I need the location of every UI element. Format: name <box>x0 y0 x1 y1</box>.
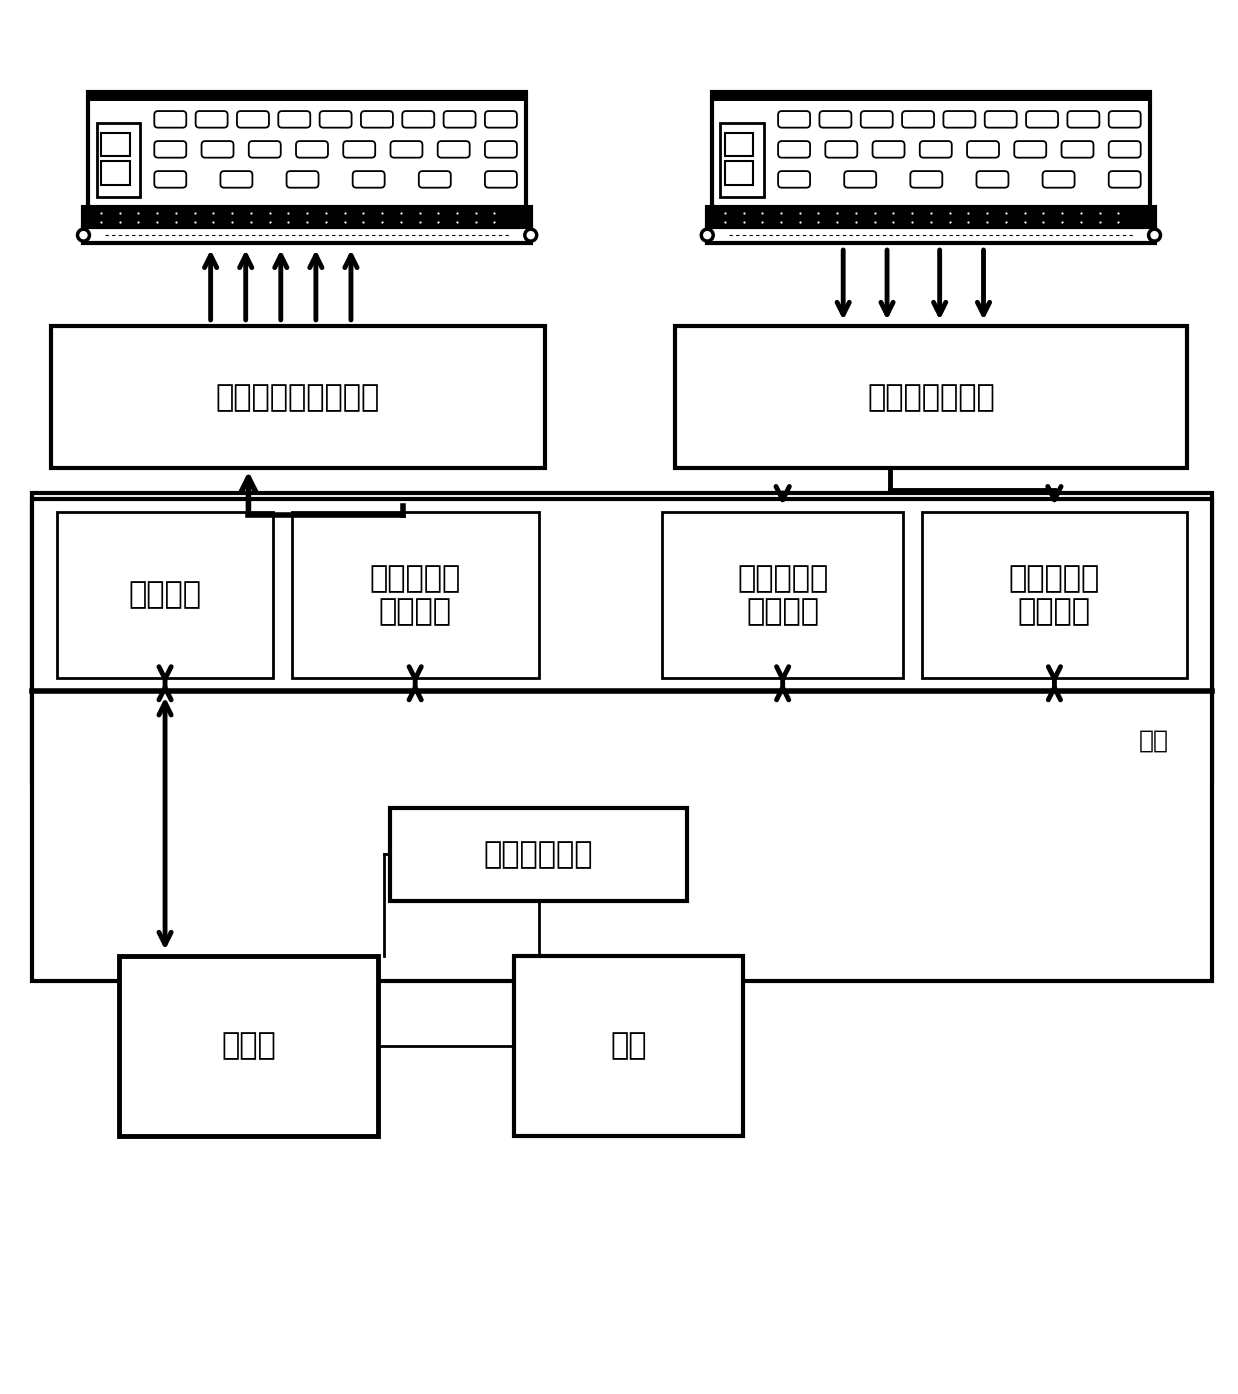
FancyBboxPatch shape <box>984 112 1016 128</box>
FancyBboxPatch shape <box>1061 141 1093 158</box>
Bar <box>721 123 764 198</box>
FancyBboxPatch shape <box>418 171 451 188</box>
Text: 电源: 电源 <box>610 1032 646 1061</box>
FancyBboxPatch shape <box>438 141 469 158</box>
Bar <box>707 206 1155 229</box>
Text: 数字信号回放适配器: 数字信号回放适配器 <box>215 383 380 413</box>
Bar <box>707 227 1155 244</box>
FancyBboxPatch shape <box>779 171 810 188</box>
FancyBboxPatch shape <box>343 141 375 158</box>
Bar <box>51 326 545 468</box>
Text: 控制器: 控制器 <box>222 1032 276 1061</box>
FancyBboxPatch shape <box>844 171 877 188</box>
FancyBboxPatch shape <box>296 141 328 158</box>
Circle shape <box>527 231 535 238</box>
Bar <box>712 92 1150 100</box>
FancyBboxPatch shape <box>820 112 852 128</box>
Bar <box>724 132 753 156</box>
Circle shape <box>1148 229 1161 243</box>
Bar <box>102 132 130 156</box>
FancyBboxPatch shape <box>826 141 857 158</box>
Text: 总线模块: 总线模块 <box>129 580 202 609</box>
Bar <box>675 326 1187 468</box>
Bar <box>97 123 140 198</box>
FancyBboxPatch shape <box>1042 171 1075 188</box>
Text: 总线: 总线 <box>1139 728 1169 753</box>
FancyBboxPatch shape <box>910 171 942 188</box>
FancyBboxPatch shape <box>319 112 352 128</box>
FancyBboxPatch shape <box>779 141 810 158</box>
FancyBboxPatch shape <box>485 171 517 188</box>
FancyBboxPatch shape <box>860 112 893 128</box>
Bar <box>32 499 1212 981</box>
FancyBboxPatch shape <box>920 141 952 158</box>
FancyBboxPatch shape <box>155 141 186 158</box>
FancyBboxPatch shape <box>249 141 281 158</box>
Bar <box>390 809 687 901</box>
FancyBboxPatch shape <box>202 141 234 158</box>
FancyBboxPatch shape <box>155 171 186 188</box>
Circle shape <box>701 229 714 243</box>
Bar <box>119 956 378 1136</box>
FancyBboxPatch shape <box>279 112 311 128</box>
FancyBboxPatch shape <box>353 171 385 188</box>
FancyBboxPatch shape <box>1067 112 1099 128</box>
FancyBboxPatch shape <box>361 112 392 128</box>
Bar <box>102 160 130 185</box>
FancyBboxPatch shape <box>236 112 269 128</box>
FancyBboxPatch shape <box>977 171 1009 188</box>
FancyBboxPatch shape <box>1109 112 1140 128</box>
Bar <box>514 956 743 1136</box>
Text: 模拟信号采
集存储卡: 模拟信号采 集存储卡 <box>1009 563 1101 626</box>
Text: 数字信号存
储回放卡: 数字信号存 储回放卡 <box>370 563 461 626</box>
FancyBboxPatch shape <box>1109 171 1140 188</box>
FancyBboxPatch shape <box>220 171 253 188</box>
Bar <box>88 92 526 212</box>
FancyBboxPatch shape <box>485 112 517 128</box>
Bar <box>57 512 274 679</box>
Text: 人机交互模块: 人机交互模块 <box>484 841 593 868</box>
Bar <box>921 512 1187 679</box>
Bar <box>662 512 903 679</box>
FancyBboxPatch shape <box>873 141 905 158</box>
FancyBboxPatch shape <box>779 112 810 128</box>
FancyBboxPatch shape <box>1109 141 1140 158</box>
FancyBboxPatch shape <box>943 112 976 128</box>
FancyBboxPatch shape <box>485 141 517 158</box>
Bar <box>83 227 531 244</box>
Circle shape <box>703 231 711 238</box>
FancyBboxPatch shape <box>903 112 933 128</box>
Bar <box>724 160 753 185</box>
Circle shape <box>80 231 87 238</box>
FancyBboxPatch shape <box>1014 141 1046 158</box>
Circle shape <box>77 229 90 243</box>
FancyBboxPatch shape <box>1026 112 1058 128</box>
Bar <box>83 206 531 229</box>
Bar <box>88 92 526 100</box>
Bar <box>712 92 1150 212</box>
FancyBboxPatch shape <box>155 112 186 128</box>
Text: 信号采集适配器: 信号采集适配器 <box>867 383 995 413</box>
FancyBboxPatch shape <box>390 141 422 158</box>
FancyBboxPatch shape <box>286 171 318 188</box>
Circle shape <box>524 229 537 243</box>
FancyBboxPatch shape <box>402 112 435 128</box>
Text: 数字信号环
境模拟卡: 数字信号环 境模拟卡 <box>737 563 828 626</box>
FancyBboxPatch shape <box>196 112 228 128</box>
Bar <box>292 512 539 679</box>
Circle shape <box>1151 231 1158 238</box>
Bar <box>32 493 1212 783</box>
FancyBboxPatch shape <box>967 141 999 158</box>
FancyBboxPatch shape <box>443 112 475 128</box>
